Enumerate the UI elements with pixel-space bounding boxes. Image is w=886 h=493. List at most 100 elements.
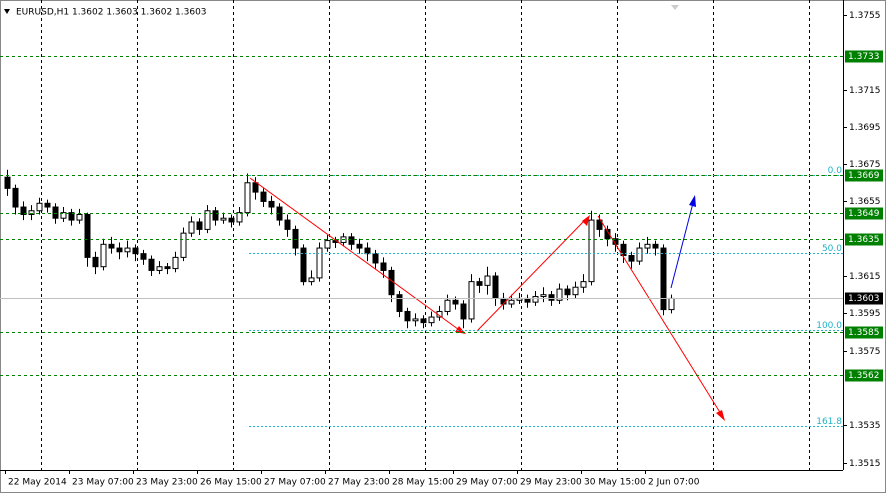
y-tick-label: 1.3575 xyxy=(849,347,881,357)
candle-body xyxy=(396,294,403,312)
level-label: 1.3669 xyxy=(848,171,880,181)
x-tick-label: 23 May 07:00 xyxy=(72,478,134,488)
arrow-head xyxy=(582,215,590,226)
x-tick-label: 27 May 23:00 xyxy=(328,478,390,488)
level-tag xyxy=(845,207,883,220)
marks xyxy=(4,169,675,329)
candle-body xyxy=(308,277,315,283)
level-label: 1.3733 xyxy=(848,52,880,62)
shift-marker xyxy=(671,5,679,10)
candle-body xyxy=(60,212,67,219)
trend-line xyxy=(597,215,722,415)
candle-body xyxy=(28,210,35,215)
x-tick-label: 28 May 15:00 xyxy=(392,478,454,488)
candle-body xyxy=(300,247,307,283)
candle-body xyxy=(556,288,563,301)
candle-body xyxy=(252,182,259,193)
candle-body xyxy=(108,243,115,249)
candle-body xyxy=(412,318,419,322)
candle-body xyxy=(140,253,147,260)
candle-body xyxy=(356,243,363,249)
fib-label: 0.0 xyxy=(828,166,843,176)
candle-body xyxy=(476,281,483,286)
x-tick-label: 30 May 15:00 xyxy=(584,478,646,488)
x-tick-label: 29 May 07:00 xyxy=(456,478,518,488)
level-tag xyxy=(845,369,883,382)
candle-body xyxy=(92,256,99,268)
trend-line xyxy=(476,218,587,332)
x-tick-label: 27 May 07:00 xyxy=(264,478,326,488)
candle-body xyxy=(508,299,515,305)
level-label: 1.3585 xyxy=(848,328,880,338)
candle-body xyxy=(348,236,355,245)
x-tick-label: 23 May 23:00 xyxy=(136,478,198,488)
level-tag xyxy=(845,50,883,63)
candle-body xyxy=(580,281,587,288)
candle-body xyxy=(4,176,11,189)
candle-body xyxy=(380,262,387,271)
candle-body xyxy=(172,256,179,270)
fib-label: 50.0 xyxy=(822,244,842,254)
candle-body xyxy=(164,266,171,270)
candle-body xyxy=(292,228,299,249)
candle-body xyxy=(564,288,571,296)
candle-body xyxy=(188,221,195,234)
candle-body xyxy=(84,213,91,258)
candle-body xyxy=(212,210,219,221)
candle-body xyxy=(660,247,667,311)
candle-body xyxy=(492,275,499,299)
candle-body xyxy=(148,258,155,271)
arrow-head xyxy=(689,195,696,207)
candle-body xyxy=(44,202,51,208)
candle-body xyxy=(156,266,163,271)
candle-body xyxy=(324,240,331,249)
candle-body xyxy=(124,247,131,253)
current-price-tag xyxy=(845,292,883,305)
arrow-head xyxy=(716,410,725,421)
candle-body xyxy=(372,253,379,264)
candle-body xyxy=(268,200,275,208)
y-tick-label: 1.3715 xyxy=(849,86,881,96)
level-tag xyxy=(845,233,883,246)
current-price-label: 1.3603 xyxy=(848,294,880,304)
candle-body xyxy=(572,286,579,296)
candle-body xyxy=(132,247,139,255)
y-tick-label: 1.3515 xyxy=(849,459,881,469)
y-tick-label: 1.3595 xyxy=(849,309,881,319)
level-label: 1.3649 xyxy=(848,209,880,219)
y-tick-label: 1.3615 xyxy=(849,272,881,282)
candle-body xyxy=(196,221,203,230)
candle-body xyxy=(668,297,675,311)
candle-body xyxy=(620,243,627,257)
level-label: 1.3635 xyxy=(848,235,880,245)
candle-body xyxy=(596,219,603,230)
candle-body xyxy=(116,247,123,253)
x-tick-label: 2 Jun 07:00 xyxy=(648,478,700,488)
y-tick-label: 1.3655 xyxy=(849,197,881,207)
x-tick-label: 22 May 2014 xyxy=(8,478,67,488)
candle-body xyxy=(540,294,547,298)
trend-line xyxy=(249,177,463,333)
level-tag xyxy=(845,169,883,182)
candle-body xyxy=(604,228,611,240)
candle-body xyxy=(588,219,595,283)
candle-body xyxy=(364,247,371,255)
candle-body xyxy=(532,296,539,303)
candle-body xyxy=(428,316,435,324)
y-tick-label: 1.3675 xyxy=(849,160,881,170)
candle-body xyxy=(204,210,211,230)
candle-body xyxy=(228,217,235,223)
candle-body xyxy=(452,299,459,305)
candle-body xyxy=(468,281,475,320)
candle-body xyxy=(628,255,635,262)
y-tick-label: 1.3755 xyxy=(849,11,881,21)
menu-triangle xyxy=(4,9,10,14)
x-tick-label: 29 May 23:00 xyxy=(520,478,582,488)
candle-body xyxy=(404,310,411,322)
y-tick-label: 1.3535 xyxy=(849,421,881,431)
day-separators xyxy=(41,0,810,470)
trend-arrows xyxy=(249,177,725,421)
candle-body xyxy=(180,232,187,258)
candle-body xyxy=(460,303,467,320)
